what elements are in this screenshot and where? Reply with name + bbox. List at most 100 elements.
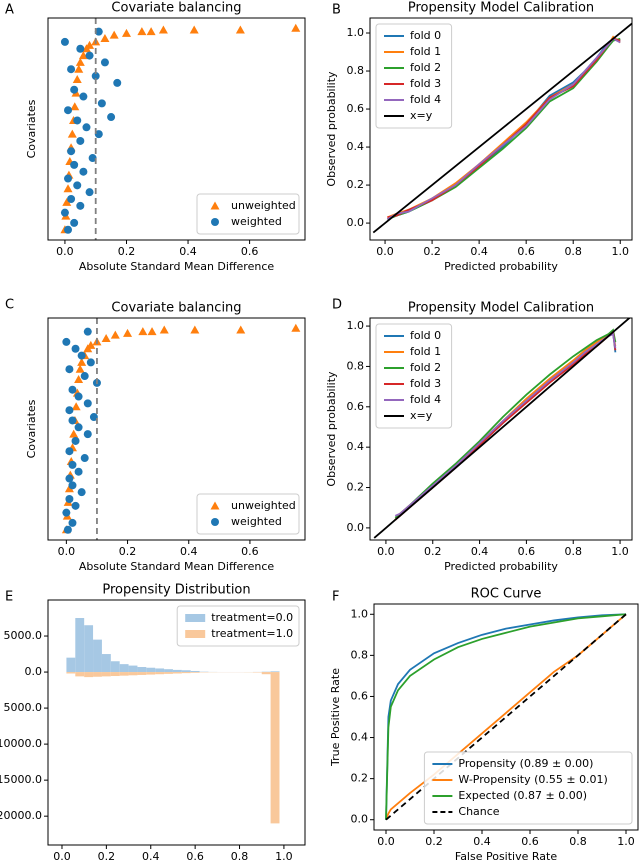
x-tick-label: 0.4 bbox=[471, 545, 489, 558]
legend-label: x=y bbox=[410, 109, 433, 122]
line-series bbox=[385, 613, 627, 821]
plot-area bbox=[372, 22, 632, 234]
circle-point bbox=[70, 218, 79, 227]
panel: E Propensity Distribution 0.0 0.2 0.4 0.6 0.8 1… bbox=[0, 583, 306, 862]
circle-point bbox=[73, 181, 82, 190]
x-axis-label: Predicted probability bbox=[444, 560, 558, 573]
y-tick-label: 0.2 bbox=[347, 481, 365, 494]
x-tick-label: 0.6 bbox=[518, 545, 536, 558]
circle-point bbox=[74, 423, 83, 432]
circle-point bbox=[71, 501, 80, 510]
triangle-point bbox=[110, 330, 120, 339]
triangle-point bbox=[138, 327, 148, 336]
x-axis-label: False Positive Rate bbox=[455, 850, 557, 862]
hist-bar bbox=[155, 668, 165, 673]
circle-point bbox=[74, 467, 83, 476]
legend-label: Expected (0.87 ± 0.00) bbox=[458, 789, 587, 802]
triangle-point bbox=[62, 197, 72, 206]
x-tick-label: 0.0 bbox=[377, 835, 395, 848]
legend-box bbox=[196, 193, 300, 235]
axes-frame bbox=[47, 317, 306, 541]
hist-bar bbox=[181, 670, 191, 673]
hist-bar bbox=[137, 667, 147, 673]
x-tick-label: 0.4 bbox=[473, 835, 491, 848]
panel-label: E bbox=[5, 590, 13, 605]
x-axis-label: Predicted probability bbox=[444, 260, 558, 273]
plot-area bbox=[61, 318, 301, 540]
circle-point bbox=[77, 488, 86, 497]
circle-point bbox=[68, 385, 77, 394]
legend-label: Chance bbox=[458, 805, 499, 818]
circle-point bbox=[86, 358, 95, 367]
line-series bbox=[385, 613, 627, 820]
y-axis-label: True Positive Rate bbox=[329, 668, 342, 767]
legend-box bbox=[375, 23, 453, 129]
legend-label: weighted bbox=[231, 215, 282, 228]
y-tick-label: 1.0 bbox=[347, 319, 365, 332]
triangle-point bbox=[109, 30, 119, 39]
legend-label: Propensity (0.89 ± 0.00) bbox=[458, 757, 593, 770]
y-axis-label: Covariates bbox=[25, 399, 38, 458]
panel-label: A bbox=[5, 3, 14, 18]
x-tick-label: 1.0 bbox=[617, 835, 635, 848]
legend-marker bbox=[211, 218, 219, 226]
circle-point bbox=[65, 447, 74, 456]
circle-point bbox=[79, 92, 88, 101]
circle-point bbox=[64, 174, 73, 183]
plot-area bbox=[66, 618, 280, 824]
hist-bar bbox=[261, 672, 271, 675]
circle-point bbox=[76, 136, 85, 145]
y-tick-label: 15000.0 bbox=[0, 773, 42, 786]
circle-point bbox=[107, 113, 116, 122]
x-tick-label: 0.4 bbox=[179, 245, 197, 258]
y-tick-label: 5000.0 bbox=[4, 701, 43, 714]
legend-label: unweighted bbox=[231, 199, 296, 212]
hist-bar bbox=[75, 672, 85, 677]
x-tick-label: 0.6 bbox=[521, 835, 539, 848]
circle-point bbox=[100, 58, 109, 67]
legend-label: W-Propensity (0.55 ± 0.01) bbox=[458, 773, 607, 786]
hist-bar bbox=[172, 669, 182, 673]
y-tick-label: 0.6 bbox=[347, 400, 365, 413]
x-tick-label: 0.0 bbox=[377, 545, 395, 558]
circle-point bbox=[65, 474, 74, 483]
hist-bar bbox=[101, 654, 111, 673]
triangle-point bbox=[74, 374, 84, 383]
legend-swatch bbox=[185, 630, 206, 638]
legend-box bbox=[176, 605, 300, 647]
triangle-point bbox=[74, 64, 84, 73]
triangle-point bbox=[147, 327, 157, 336]
y-tick-label: 0.0 bbox=[347, 216, 365, 229]
circle-point bbox=[76, 44, 85, 53]
axes-frame bbox=[369, 17, 633, 241]
triangle-point bbox=[101, 333, 111, 342]
legend-label: fold 0 bbox=[410, 329, 441, 342]
y-tick-label: 0.4 bbox=[347, 440, 365, 453]
triangle-point bbox=[75, 57, 85, 66]
hist-bar bbox=[146, 672, 156, 675]
x-tick-label: 0.2 bbox=[118, 245, 136, 258]
axes-frame bbox=[47, 17, 306, 241]
hist-bar bbox=[155, 672, 165, 675]
y-axis-label: Observed probability bbox=[325, 71, 338, 187]
x-axis-label: Absolute Standard Mean Difference bbox=[79, 260, 275, 273]
panel: D Propensity Model Calibration Predicted p… bbox=[325, 298, 633, 573]
line-series bbox=[385, 613, 627, 821]
legend-label: fold 0 bbox=[410, 29, 441, 42]
circle-point bbox=[71, 344, 80, 353]
circle-point bbox=[70, 85, 79, 94]
panel-label: C bbox=[5, 298, 14, 313]
line-series bbox=[385, 613, 627, 820]
circle-point bbox=[63, 525, 72, 534]
triangle-point bbox=[123, 328, 133, 337]
legend-label: treatment=1.0 bbox=[211, 627, 293, 640]
x-axis-label: Absolute Standard Mean Difference bbox=[79, 560, 275, 573]
hist-bar bbox=[128, 672, 138, 676]
circle-point bbox=[62, 337, 71, 346]
circle-point bbox=[77, 351, 86, 360]
legend-box bbox=[375, 323, 453, 429]
legend-label: unweighted bbox=[231, 499, 296, 512]
x-tick-label: 0.2 bbox=[424, 545, 442, 558]
circle-point bbox=[70, 160, 79, 169]
y-tick-label: 1.0 bbox=[347, 26, 365, 39]
